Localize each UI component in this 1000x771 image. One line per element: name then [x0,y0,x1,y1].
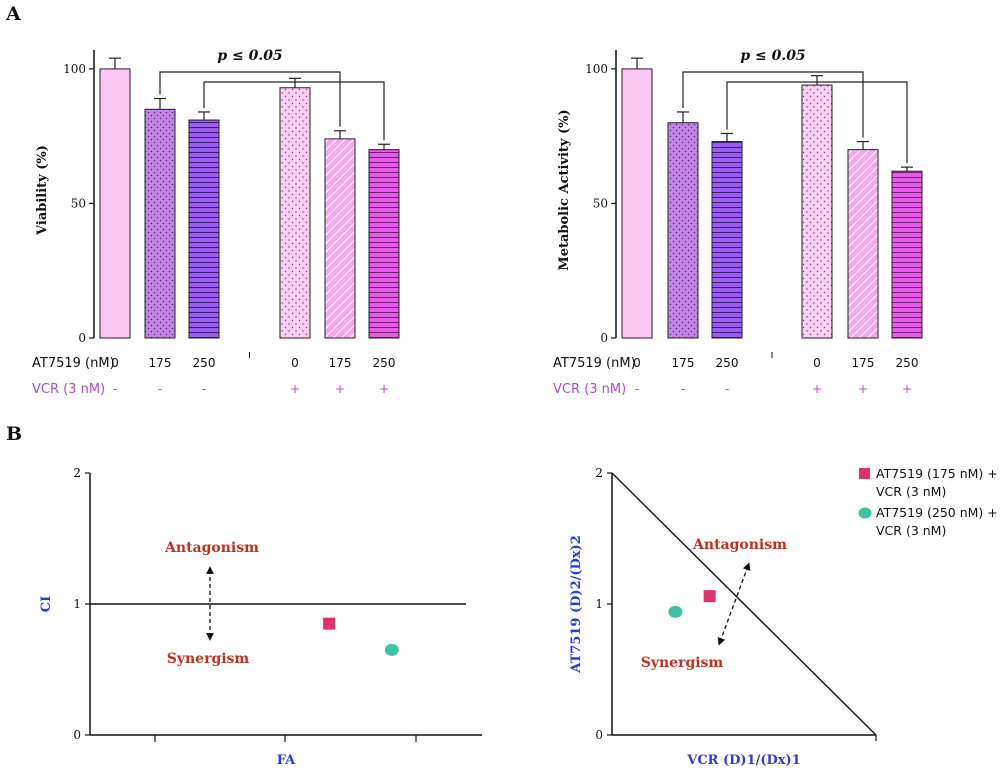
dose-label: 250 [193,356,216,370]
vcr-row-label: VCR (3 nM) [32,382,105,397]
vcr-sign-label: - [202,382,206,396]
significance-bracket [159,71,341,127]
panel-label-b: B [6,423,22,445]
legend-swatch-square [859,468,870,479]
dose-label: 175 [149,356,172,370]
y-tick-label: 0 [595,728,603,742]
vcr-sign-label: + [858,382,868,396]
significance-bracket [726,81,908,164]
y-tick-label: 50 [71,196,86,210]
legend-swatch-circle [858,507,872,519]
vcr-sign-label: - [635,382,639,396]
vcr-row-label: VCR (3 nM) [553,382,626,397]
data-point-250nm [384,643,399,656]
legend-label-line1: AT7519 (250 nM) + [876,505,998,520]
additivity-line [611,472,877,736]
legend-label-line1: AT7519 (175 nM) + [876,466,998,481]
vcr-sign-label: - [725,382,729,396]
y-axis-title: Metabolic Activity (%) [557,109,572,270]
bar [667,122,699,339]
bar [711,141,743,339]
vcr-sign-label: + [379,382,389,396]
data-point-175nm [703,590,716,603]
y-tick-label: 0 [73,728,81,742]
dose-label: 175 [672,356,695,370]
bar [324,138,356,339]
antagonism-label: Antagonism [164,540,259,556]
dose-label: 250 [716,356,739,370]
vcr-sign-label: + [290,382,300,396]
p-value-label: p ≤ 0.05 [740,48,805,64]
p-value-label: p ≤ 0.05 [217,48,282,64]
y-tick-label: 100 [63,62,86,76]
y-axis-title: Viability (%) [35,145,50,236]
vcr-sign-label: - [158,382,162,396]
isobologram-plot: 0 1 2 AT7519 (D)2/(Dx)2 VCR (D)1/(Dx)1 Antago… [569,466,877,768]
dose-label: 0 [111,356,119,370]
panel-label-a: A [5,3,21,25]
y-tick-label: 100 [585,62,608,76]
bar [801,84,833,339]
bar [847,149,879,339]
bar [621,68,653,339]
at7519-row-label: AT7519 (nM) [32,356,115,371]
y-tick-label: 1 [595,597,603,611]
dose-label: 250 [896,356,919,370]
dose-label: 0 [291,356,299,370]
bar [144,108,176,339]
dose-label: 0 [813,356,821,370]
bar [279,87,311,339]
legend-label-line2: VCR (3 nM) [876,484,946,499]
vcr-sign-label: - [681,382,685,396]
legend-label-line2: VCR (3 nM) [876,523,946,538]
ci-fa-plot: 0 1 2 CI FA Antagonism Synergism [39,466,482,768]
antagonism-label: Antagonism [692,537,787,553]
significance-bracket [203,81,385,141]
at7519-row-label: AT7519 (nM) [553,356,636,371]
bar [368,149,400,339]
significance-bracket [682,71,864,138]
bar [188,119,220,339]
dose-label: 250 [373,356,396,370]
dose-label: 0 [633,356,641,370]
metabolic-activity-bar-chart: 0 50 100 Metabolic Activity (%) p ≤ 0.05 AT75… [553,48,923,397]
vcr-sign-label: + [812,382,822,396]
dose-label: 175 [329,356,352,370]
y-tick-label: 0 [600,331,608,345]
x-axis-title: VCR (D)1/(Dx)1 [686,753,801,768]
legend: AT7519 (175 nM) + VCR (3 nM) AT7519 (250 n… [858,466,998,538]
bar [891,170,923,339]
synergism-label: Synergism [167,651,250,667]
y-tick-label: 2 [595,466,603,480]
synergism-label: Synergism [641,655,724,671]
bar [99,68,131,339]
y-tick-label: 2 [73,466,81,480]
y-tick-label: 0 [78,331,86,345]
vcr-sign-label: - [113,382,117,396]
data-point-175nm [323,617,336,630]
y-tick-label: 50 [593,196,608,210]
vcr-sign-label: + [335,382,345,396]
viability-bar-chart: 0 50 100 Viability (%) p ≤ 0.05 AT7519 (nM) VC… [32,48,400,397]
dose-label: 175 [852,356,875,370]
vcr-sign-label: + [902,382,912,396]
y-tick-label: 1 [73,597,81,611]
data-point-250nm [668,605,683,618]
x-axis-title: FA [277,753,296,768]
y-axis-title: AT7519 (D)2/(Dx)2 [569,535,584,674]
y-axis-title: CI [39,596,54,612]
